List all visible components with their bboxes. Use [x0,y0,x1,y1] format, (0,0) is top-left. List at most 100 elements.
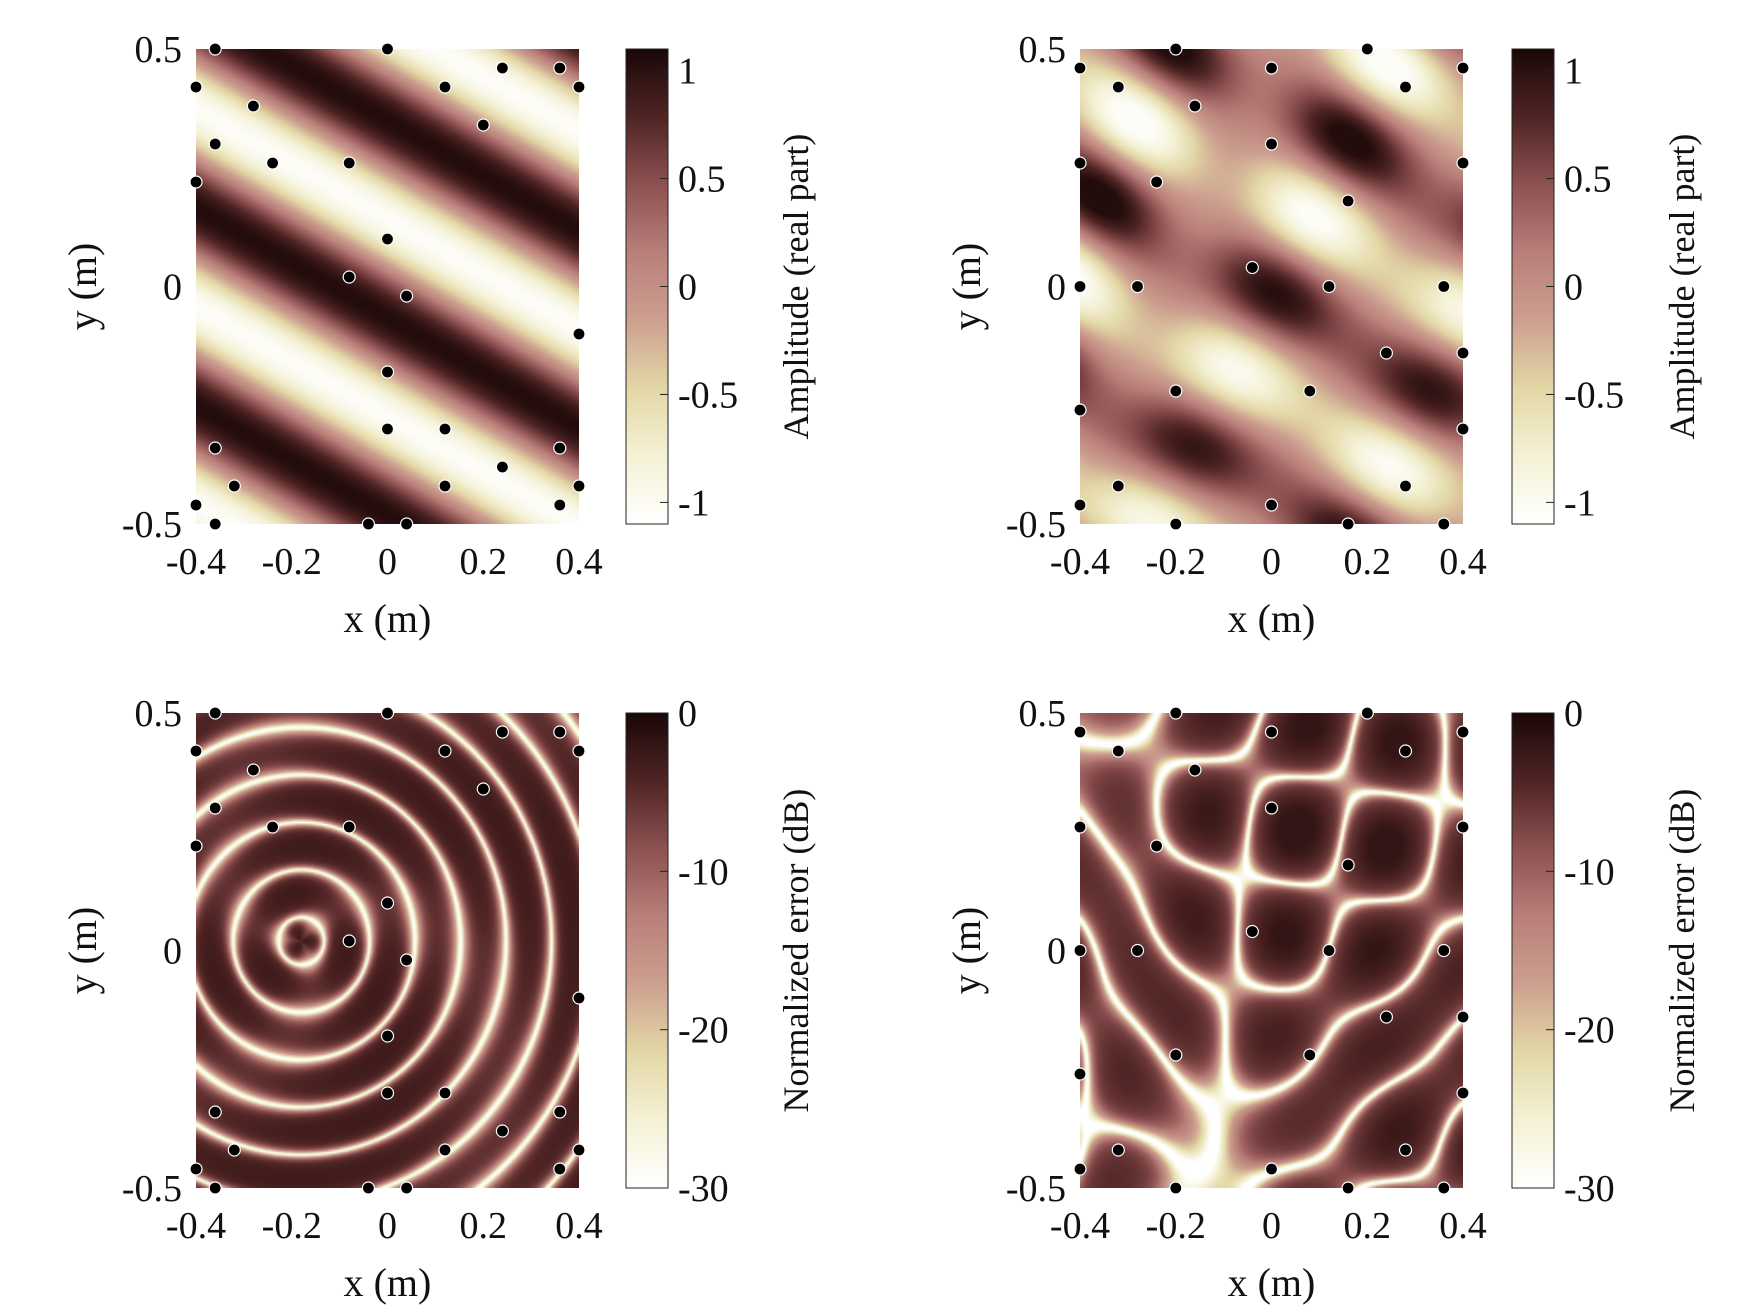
sample-point [1073,279,1087,294]
sample-point [1073,61,1087,75]
sample-point [572,744,586,758]
sample-point [189,744,203,758]
sample-point [572,327,586,341]
x-tick-label: 0.4 [1439,1205,1487,1247]
sample-point [438,1086,452,1100]
sample-point [1341,517,1355,531]
colorbar-tick-label: -0.5 [678,374,738,416]
y-tick-label: 0 [163,931,182,973]
sample-point [1111,80,1125,94]
colorbar-tick-label: -30 [1564,1168,1615,1210]
sample-point [1264,61,1279,75]
sample-point [1111,744,1125,758]
x-axis-label: x (m) [1228,1260,1316,1305]
sample-point [1245,260,1259,275]
colorbar-tick-label: -30 [678,1168,729,1210]
y-axis-label: y (m) [944,907,989,995]
sample-point [342,934,356,948]
x-tick-label: 0 [378,1205,397,1247]
panel-1: -0.4 -0.2 0 0.2 0.4 -0.5 0 0.5 x (m) y (m) 1 0.5 0 -0… [60,29,816,641]
sample-point [380,365,395,379]
sample-point [1437,1181,1451,1195]
sample-point [1111,479,1125,493]
sample-point [1456,1010,1470,1024]
sample-point [1398,744,1413,758]
sample-point [1303,1048,1317,1062]
sample-point [1264,137,1279,151]
sample-point [1073,1162,1087,1176]
sample-point [1322,943,1336,958]
sample-point [400,517,414,531]
sample-point [189,1162,203,1176]
colorbar-tick-label: 1 [1564,51,1583,93]
sample-point [1169,1181,1183,1195]
sample-point [189,80,203,94]
sample-point [380,42,395,56]
sample-point [1437,517,1451,531]
y-axis-label: y (m) [944,243,989,331]
sample-point [1264,498,1279,512]
x-tick-label: -0.4 [1050,1205,1110,1247]
x-axis-label: x (m) [344,596,432,641]
sample-point [246,763,260,777]
sample-point [1379,1010,1394,1024]
sample-point [1456,422,1470,436]
sample-point [1149,175,1164,189]
y-tick-label: 0 [163,267,182,309]
sample-point [208,801,222,815]
sample-point [1264,725,1279,739]
y-tick-label: -0.5 [122,504,182,546]
sample-point [380,896,395,910]
sample-point [189,498,203,512]
heatmap-image [196,49,579,524]
x-tick-label: -0.4 [1050,541,1110,583]
sample-point [553,1162,567,1176]
y-tick-label: 0 [1047,931,1066,973]
sample-point [495,460,509,474]
x-tick-label: 0.2 [460,1205,508,1247]
sample-point [1456,156,1470,170]
sample-point [476,118,490,132]
colorbar [625,712,669,1189]
panel-3: -0.4 -0.2 0 0.2 0.4 -0.5 0 0.5 x (m) y (m) 0 -10 -20… [60,693,816,1305]
y-tick-label: 0.5 [135,693,183,735]
sample-point [189,175,203,189]
sample-point [361,1181,375,1195]
sample-point [342,156,356,170]
sample-point [1111,1143,1125,1157]
sample-point [1073,403,1087,417]
colorbar-tick-label: 0 [678,693,697,735]
sample-point [1264,801,1279,815]
sample-point [1073,943,1087,958]
sample-point [361,517,375,531]
sample-point [572,479,586,493]
sample-point [1169,517,1183,531]
x-tick-label: -0.2 [1146,541,1206,583]
sample-point [1169,706,1183,720]
sample-point [553,441,567,455]
sample-point [227,479,241,493]
sample-point [266,156,280,170]
y-tick-label: -0.5 [122,1168,182,1210]
sample-point [1341,858,1355,872]
x-axis-label: x (m) [344,1260,432,1305]
x-tick-label: -0.2 [262,1205,322,1247]
sample-point [1169,1048,1183,1062]
colorbar-tick-label: 0 [1564,693,1583,735]
colorbar-tick-label: -1 [1564,482,1596,524]
colorbar-tick-label: -20 [678,1010,729,1052]
sample-point [1360,706,1374,720]
x-tick-label: 0.4 [555,541,603,583]
panel-2: -0.4 -0.2 0 0.2 0.4 -0.5 0 0.5 x (m) y (m) 1 0.5 0 -0… [944,29,1702,641]
sample-point [438,479,452,493]
x-tick-label: 0 [378,541,397,583]
y-tick-label: 0.5 [1019,29,1067,71]
sample-point [1245,924,1259,939]
sample-point [380,706,395,720]
sample-point [1073,820,1087,834]
x-tick-label: 0.2 [1344,1205,1392,1247]
colorbar [1511,712,1555,1189]
sample-point [227,1143,241,1157]
sample-point [553,61,567,75]
